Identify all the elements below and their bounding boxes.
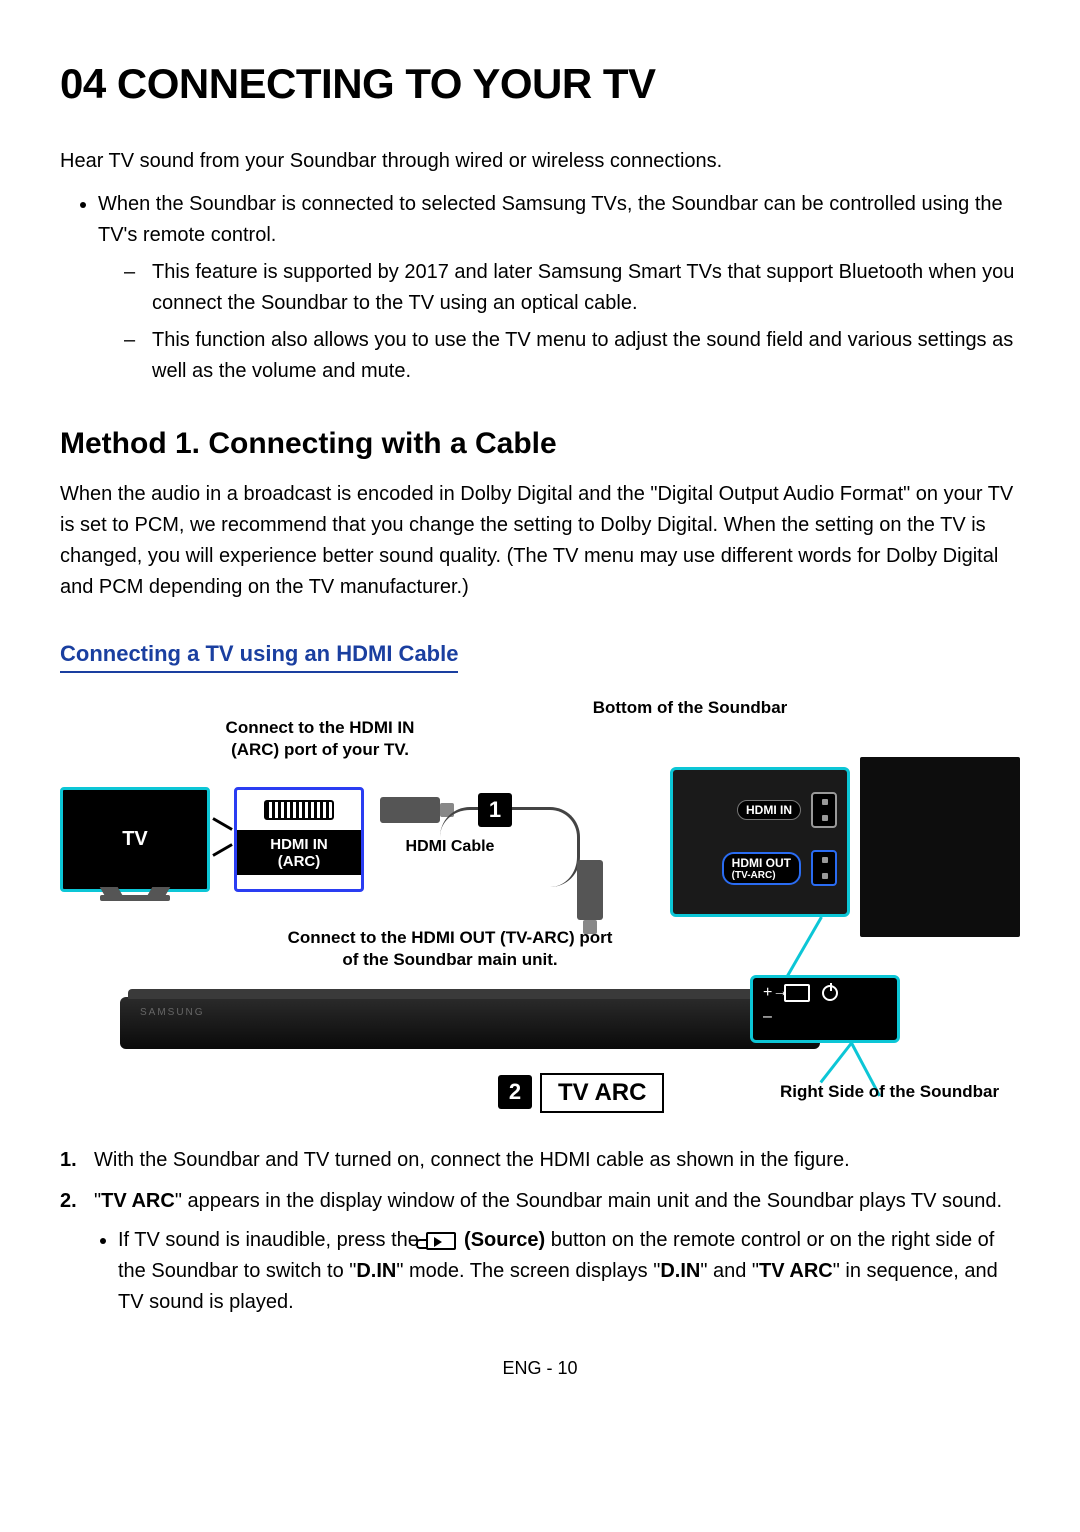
sub-pre: If TV sound is inaudible, press the xyxy=(118,1229,424,1251)
tv-hdmi-port-box: HDMI IN (ARC) xyxy=(234,787,364,892)
power-icon xyxy=(822,985,838,1001)
page: 04 CONNECTING TO YOUR TV Hear TV sound f… xyxy=(0,0,1080,1419)
tv-arc-display-box: TV ARC xyxy=(540,1073,664,1113)
source-icon xyxy=(426,1232,456,1250)
callout-line-icon xyxy=(820,1042,853,1083)
method-heading: Method 1. Connecting with a Cable xyxy=(60,427,1020,461)
hdmi-plug-icon xyxy=(577,860,603,920)
sub-mid2: " mode. The screen displays " xyxy=(396,1260,660,1282)
hdmi-port-icon xyxy=(811,850,837,886)
port-hdmi-out-line1: HDMI OUT xyxy=(732,856,791,870)
step-item: "TV ARC" appears in the display window o… xyxy=(60,1186,1020,1318)
step-text: With the Soundbar and TV turned on, conn… xyxy=(94,1149,850,1171)
bold-tvarc: TV ARC xyxy=(101,1190,175,1212)
port-row-hdmi-out: HDMI OUT (TV-ARC) xyxy=(683,850,837,886)
tv-stand-icon xyxy=(100,895,170,901)
bullet-text: When the Soundbar is connected to select… xyxy=(98,193,1003,246)
intro-bullets: When the Soundbar is connected to select… xyxy=(98,189,1020,387)
step-sub-bullets: If TV sound is inaudible, press the (Sou… xyxy=(118,1225,1020,1318)
step-badge-2: 2 xyxy=(498,1075,532,1109)
hdmi-slot-icon xyxy=(264,800,334,820)
sub-heading: Connecting a TV using an HDMI Cable xyxy=(60,641,458,673)
tv-block: TV xyxy=(60,787,210,892)
soundbar-body xyxy=(120,997,820,1049)
pointer-angle-icon xyxy=(213,817,235,857)
volume-plus-label: + xyxy=(763,984,772,1002)
step-badge-1: 1 xyxy=(478,793,512,827)
page-title: 04 CONNECTING TO YOUR TV xyxy=(60,60,1020,108)
method-paragraph: When the audio in a broadcast is encoded… xyxy=(60,479,1020,603)
soundbar-rear-panel xyxy=(860,757,1020,937)
portbox-label: HDMI IN (ARC) xyxy=(237,830,361,875)
bullet-item: When the Soundbar is connected to select… xyxy=(98,189,1020,387)
soundbar-bottom-panel: HDMI IN HDMI OUT (TV-ARC) xyxy=(670,767,850,917)
dash-list: This feature is supported by 2017 and la… xyxy=(124,257,1020,387)
connection-diagram: Bottom of the Soundbar Connect to the HD… xyxy=(60,697,1020,1117)
volume-minus-label: – xyxy=(763,1008,772,1026)
bold-source: (Source) xyxy=(464,1229,545,1251)
label-hdmi-cable: HDMI Cable xyxy=(390,837,510,858)
step-item: With the Soundbar and TV turned on, conn… xyxy=(60,1145,1020,1176)
soundbar-brand-label: SAMSUNG xyxy=(140,1007,205,1018)
portbox-line1: HDMI IN xyxy=(237,836,361,853)
port-row-hdmi-in: HDMI IN xyxy=(683,792,837,828)
instruction-steps: With the Soundbar and TV turned on, conn… xyxy=(60,1145,1020,1318)
source-icon xyxy=(784,984,810,1002)
soundbar-side-controls: + – xyxy=(750,975,900,1043)
port-label-hdmi-in: HDMI IN xyxy=(737,800,801,820)
bold-tvarc: TV ARC xyxy=(759,1260,833,1282)
label-bottom-soundbar: Bottom of the Soundbar xyxy=(560,697,820,719)
tv-label: TV xyxy=(122,828,148,851)
sub-bullet-item: If TV sound is inaudible, press the (Sou… xyxy=(118,1225,1020,1318)
label-right-side: Right Side of the Soundbar xyxy=(780,1081,1020,1103)
port-label-hdmi-out: HDMI OUT (TV-ARC) xyxy=(722,852,801,885)
hdmi-port-icon xyxy=(811,792,837,828)
sub-mid3: " and " xyxy=(700,1260,759,1282)
hdmi-plug-icon xyxy=(380,797,440,823)
bold-din: D.IN xyxy=(356,1260,396,1282)
label-connect-tv: Connect to the HDMI IN (ARC) port of you… xyxy=(200,717,440,761)
label-connect-soundbar: Connect to the HDMI OUT (TV-ARC) port of… xyxy=(280,927,620,971)
intro-text: Hear TV sound from your Soundbar through… xyxy=(60,146,1020,177)
page-footer: ENG - 10 xyxy=(60,1358,1020,1379)
dash-item: This function also allows you to use the… xyxy=(124,325,1020,387)
port-hdmi-out-line2: (TV-ARC) xyxy=(732,870,791,881)
bold-din: D.IN xyxy=(660,1260,700,1282)
step-text: "TV ARC" appears in the display window o… xyxy=(94,1190,1002,1212)
portbox-line2: (ARC) xyxy=(237,853,361,870)
dash-item: This feature is supported by 2017 and la… xyxy=(124,257,1020,319)
step-mid: " appears in the display window of the S… xyxy=(175,1190,1002,1212)
